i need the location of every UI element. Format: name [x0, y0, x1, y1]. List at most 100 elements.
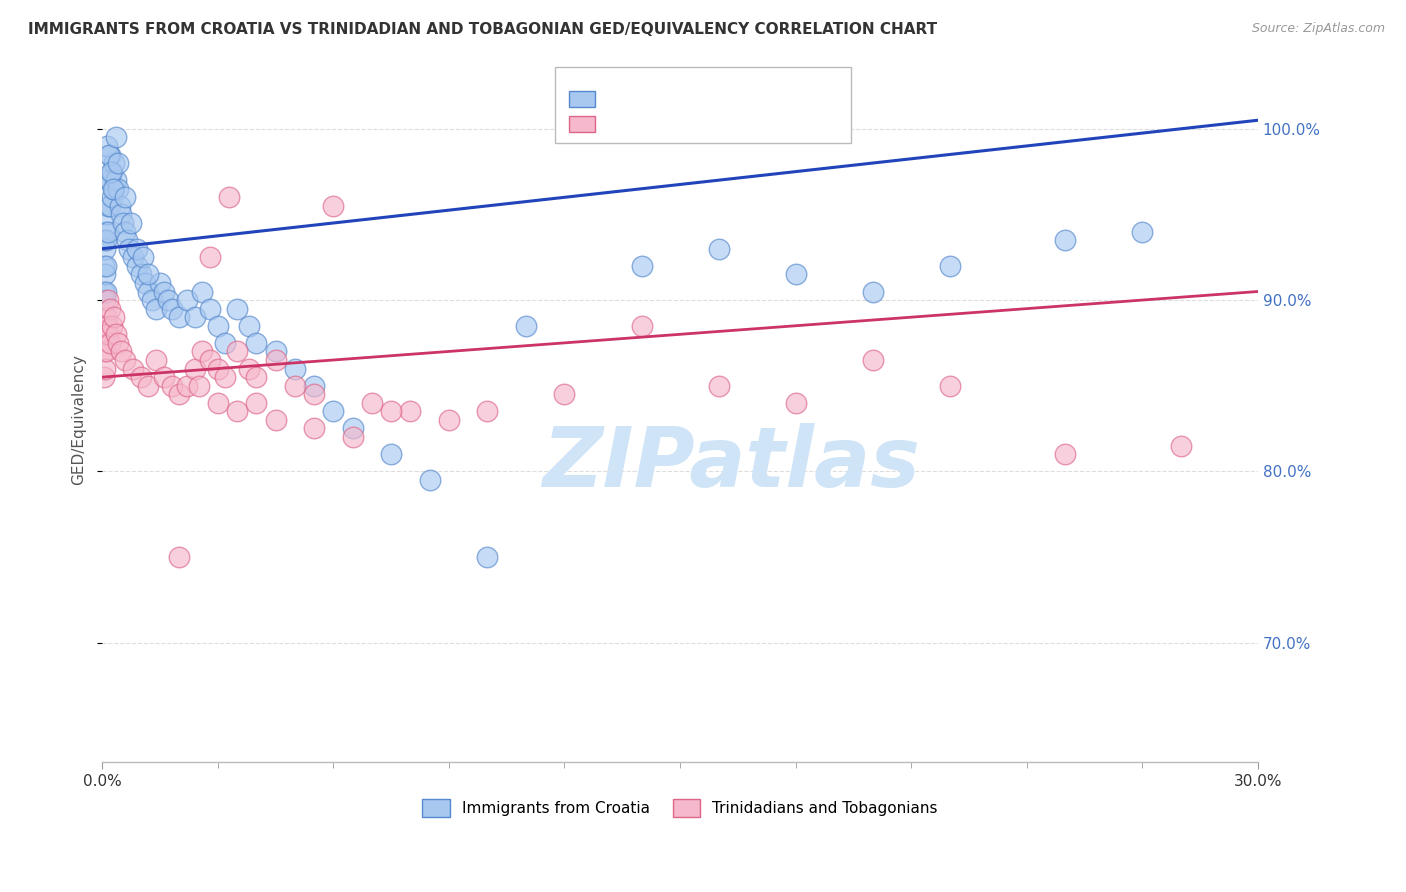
Point	[141, 293, 163, 307]
Point	[93, 259, 115, 273]
Point	[862, 353, 884, 368]
Point	[342, 421, 364, 435]
Point	[94, 361, 117, 376]
Point	[114, 353, 136, 368]
Point	[125, 259, 148, 273]
Point	[149, 276, 172, 290]
Point	[98, 301, 121, 316]
Point	[93, 233, 115, 247]
Point	[1170, 439, 1192, 453]
Point	[122, 361, 145, 376]
Point	[103, 156, 125, 170]
Point	[707, 242, 730, 256]
Point	[322, 199, 344, 213]
Point	[176, 293, 198, 307]
Point	[226, 301, 249, 316]
Point	[399, 404, 422, 418]
Point	[380, 404, 402, 418]
Text: ZIPatlas: ZIPatlas	[543, 424, 920, 504]
Point	[118, 242, 141, 256]
Point	[145, 353, 167, 368]
Point	[630, 259, 652, 273]
Point	[94, 207, 117, 221]
Point	[110, 207, 132, 221]
Point	[419, 473, 441, 487]
Point	[198, 353, 221, 368]
Point	[477, 404, 499, 418]
Point	[114, 225, 136, 239]
Text: Source: ZipAtlas.com: Source: ZipAtlas.com	[1251, 22, 1385, 36]
Point	[322, 404, 344, 418]
Point	[264, 344, 287, 359]
Point	[134, 276, 156, 290]
Point	[630, 318, 652, 333]
Point	[108, 199, 131, 213]
Point	[120, 216, 142, 230]
Point	[100, 164, 122, 178]
Point	[302, 378, 325, 392]
Point	[214, 335, 236, 350]
Point	[938, 259, 960, 273]
Point	[515, 318, 537, 333]
Point	[207, 396, 229, 410]
Point	[145, 301, 167, 316]
Point	[114, 190, 136, 204]
Point	[107, 335, 129, 350]
Point	[153, 370, 176, 384]
Point	[98, 199, 121, 213]
Point	[94, 327, 117, 342]
Point	[94, 233, 117, 247]
Point	[167, 387, 190, 401]
Point	[101, 318, 124, 333]
Point	[131, 250, 153, 264]
Point	[101, 182, 124, 196]
Point	[380, 447, 402, 461]
Point	[97, 327, 120, 342]
Point	[226, 404, 249, 418]
Point	[1054, 447, 1077, 461]
Point	[97, 293, 120, 307]
Point	[110, 344, 132, 359]
Point	[138, 378, 160, 392]
Point	[191, 344, 214, 359]
Text: R =  0.208   N = 77: R = 0.208 N = 77	[606, 83, 768, 101]
Point	[238, 361, 260, 376]
Point	[97, 225, 120, 239]
Point	[104, 327, 127, 342]
Point	[94, 310, 117, 325]
Point	[1054, 233, 1077, 247]
Point	[94, 268, 117, 282]
Point	[245, 335, 267, 350]
Text: IMMIGRANTS FROM CROATIA VS TRINIDADIAN AND TOBAGONIAN GED/EQUIVALENCY CORRELATIO: IMMIGRANTS FROM CROATIA VS TRINIDADIAN A…	[28, 22, 938, 37]
Point	[245, 396, 267, 410]
Point	[98, 335, 121, 350]
Point	[98, 147, 121, 161]
Point	[103, 182, 125, 196]
Point	[207, 318, 229, 333]
Point	[862, 285, 884, 299]
Point	[125, 242, 148, 256]
Point	[284, 378, 307, 392]
Point	[94, 285, 117, 299]
Point	[302, 421, 325, 435]
Point	[1130, 225, 1153, 239]
Point	[342, 430, 364, 444]
Point	[183, 361, 205, 376]
Point	[94, 225, 117, 239]
Point	[129, 370, 152, 384]
Point	[97, 173, 120, 187]
Point	[198, 301, 221, 316]
Point	[245, 370, 267, 384]
Point	[104, 173, 127, 187]
Point	[93, 370, 115, 384]
Point	[94, 259, 117, 273]
Point	[93, 285, 115, 299]
Point	[117, 233, 139, 247]
Point	[191, 285, 214, 299]
Point	[98, 173, 121, 187]
Point	[284, 361, 307, 376]
Point	[477, 549, 499, 564]
Point	[101, 164, 124, 178]
Point	[187, 378, 209, 392]
Point	[264, 413, 287, 427]
